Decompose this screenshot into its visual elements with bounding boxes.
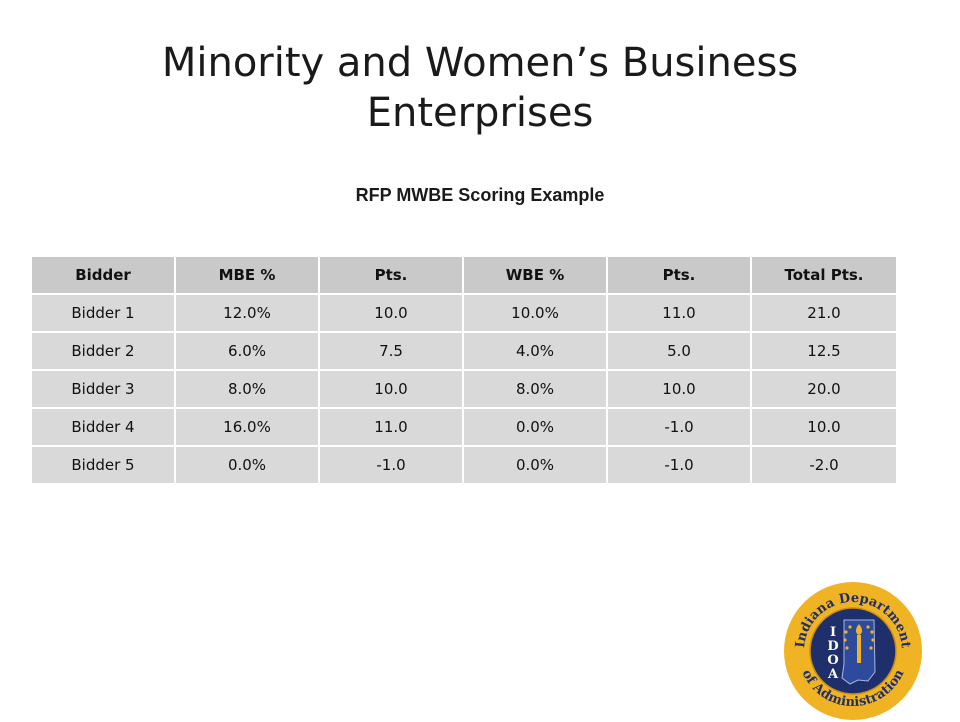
table-cell: -2.0: [752, 447, 896, 485]
table-cell: Bidder 1: [32, 295, 176, 333]
table-cell: 10.0: [608, 371, 752, 409]
header-mbe-pct: MBE %: [176, 257, 320, 295]
table-row: Bidder 4 16.0% 11.0 0.0% -1.0 10.0: [32, 409, 896, 447]
table-cell: Bidder 5: [32, 447, 176, 485]
table-cell: 8.0%: [464, 371, 608, 409]
table-caption: RFP MWBE Scoring Example: [355, 185, 605, 205]
table-cell: 10.0: [320, 371, 464, 409]
header-bidder: Bidder: [32, 257, 176, 295]
table-cell: 20.0: [752, 371, 896, 409]
table-row: Bidder 5 0.0% -1.0 0.0% -1.0 -2.0: [32, 447, 896, 485]
table-cell: Bidder 3: [32, 371, 176, 409]
table-row: Bidder 2 6.0% 7.5 4.0% 5.0 12.5: [32, 333, 896, 371]
table-cell: -1.0: [320, 447, 464, 485]
stars-icon: [843, 625, 875, 650]
header-row: Bidder MBE % Pts. WBE % Pts. Total Pts.: [32, 257, 896, 295]
table-cell: 16.0%: [176, 409, 320, 447]
title-line-2: Enterprises: [366, 90, 594, 136]
scoring-table: Bidder MBE % Pts. WBE % Pts. Total Pts. …: [32, 257, 896, 485]
table-cell: 11.0: [320, 409, 464, 447]
svg-text:O: O: [827, 653, 838, 668]
torch-icon: [857, 635, 861, 663]
header-mbe-pts: Pts.: [320, 257, 464, 295]
table-cell: 0.0%: [464, 409, 608, 447]
table-cell: 0.0%: [176, 447, 320, 485]
table-cell: 10.0%: [464, 295, 608, 333]
svg-text:I: I: [830, 625, 836, 640]
table-cell: 11.0: [608, 295, 752, 333]
table-cell: Bidder 4: [32, 409, 176, 447]
table-cell: 10.0: [752, 409, 896, 447]
table-cell: 5.0: [608, 333, 752, 371]
table-cell: 12.0%: [176, 295, 320, 333]
title-line-1: Minority and Women’s Business: [161, 40, 799, 86]
table-cell: 4.0%: [464, 333, 608, 371]
table-cell: 12.5: [752, 333, 896, 371]
seal-initials: I D O A: [827, 625, 839, 682]
table-cell: 10.0: [320, 295, 464, 333]
idoa-seal-logo: Indiana Department of Administration I D…: [784, 582, 922, 720]
table-cell: Bidder 2: [32, 333, 176, 371]
table-row: Bidder 1 12.0% 10.0 10.0% 11.0 21.0: [32, 295, 896, 333]
table-cell: 8.0%: [176, 371, 320, 409]
table-cell: 6.0%: [176, 333, 320, 371]
table-row: Bidder 3 8.0% 10.0 8.0% 10.0 20.0: [32, 371, 896, 409]
table-cell: 7.5: [320, 333, 464, 371]
header-total-pts: Total Pts.: [752, 257, 896, 295]
svg-text:A: A: [827, 667, 839, 682]
svg-text:D: D: [827, 639, 838, 654]
header-wbe-pct: WBE %: [464, 257, 608, 295]
table-cell: 0.0%: [464, 447, 608, 485]
table-cell: 21.0: [752, 295, 896, 333]
header-wbe-pts: Pts.: [608, 257, 752, 295]
table-cell: -1.0: [608, 409, 752, 447]
slide-title: Minority and Women’s Business Enterprise…: [60, 38, 900, 138]
table-cell: -1.0: [608, 447, 752, 485]
